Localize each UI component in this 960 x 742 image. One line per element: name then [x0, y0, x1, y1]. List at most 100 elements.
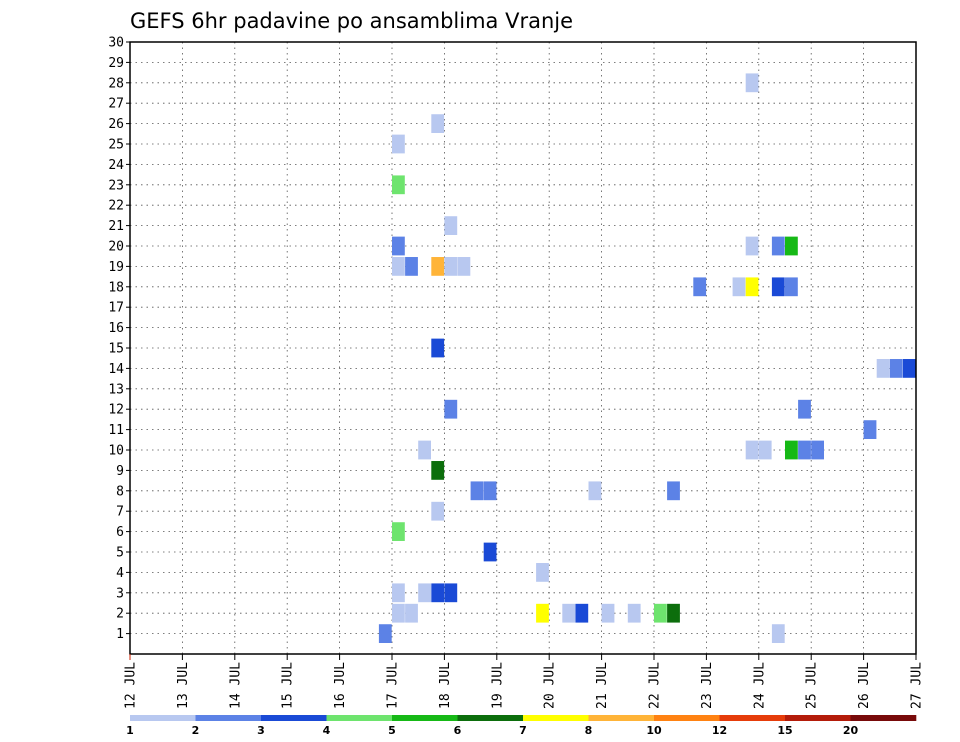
- precip-cell: [745, 440, 759, 460]
- x-tick-label: 15 JUL: [281, 662, 296, 709]
- precip-cell: [483, 542, 497, 562]
- precip-cell: [431, 461, 445, 480]
- x-axis-ticks: 12 JUL 13 JUL 14 JUL 15 JUL 16 JUL 17 JUL 18 J…: [124, 654, 925, 709]
- precip-cell: [588, 481, 602, 501]
- colorbar: 1 2 3 4 5 6 7 8 10 12 15 20: [126, 715, 917, 737]
- precip-cell: [902, 359, 916, 378]
- precip-cell: [863, 420, 877, 439]
- precip-cell: [811, 440, 824, 460]
- precip-cell: [601, 603, 615, 623]
- precip-cell: [771, 236, 785, 256]
- precip-cell: [431, 114, 445, 133]
- precip-cell: [785, 440, 798, 460]
- y-tick-label: 18: [108, 280, 124, 295]
- precip-cell: [444, 399, 458, 419]
- y-tick-label: 17: [108, 301, 124, 316]
- chart-title: GEFS 6hr padavine po ansamblima Vranje: [130, 9, 573, 33]
- precip-cell: [745, 277, 759, 297]
- x-tick-label: 14 JUL: [228, 662, 243, 709]
- y-tick-label: 26: [108, 117, 124, 132]
- y-tick-label: 25: [108, 138, 124, 153]
- y-tick-label: 27: [108, 97, 124, 112]
- y-tick-label: 10: [108, 444, 124, 459]
- precip-cell: [693, 277, 707, 297]
- y-tick-label: 2: [116, 607, 124, 622]
- colorbar-swatch: [261, 715, 327, 721]
- precipitation-cells: [378, 73, 916, 643]
- y-tick-label: 15: [108, 342, 124, 357]
- y-tick-label: 1: [116, 627, 124, 642]
- precip-cell: [444, 257, 458, 276]
- y-tick-label: 29: [108, 56, 124, 71]
- y-tick-label: 14: [108, 362, 124, 377]
- y-tick-label: 5: [116, 546, 124, 561]
- y-tick-label: 30: [108, 36, 124, 51]
- colorbar-swatch: [719, 715, 786, 721]
- colorbar-swatch: [326, 715, 393, 721]
- precip-cell: [771, 624, 785, 643]
- colorbar-label: 7: [519, 724, 527, 737]
- colorbar-label: 8: [585, 724, 593, 737]
- x-tick-label: 25 JUL: [805, 662, 820, 709]
- y-tick-label: 8: [116, 484, 124, 499]
- precip-cell: [536, 563, 549, 582]
- y-tick-label: 4: [116, 566, 124, 581]
- precip-cell: [444, 216, 458, 235]
- precip-cell: [392, 522, 405, 541]
- precip-cell: [667, 603, 680, 623]
- precip-cell: [470, 481, 484, 501]
- y-tick-label: 3: [116, 586, 124, 601]
- precip-cell: [798, 399, 811, 419]
- y-tick-label: 6: [116, 525, 124, 540]
- precip-cell: [405, 257, 418, 276]
- precip-cell: [418, 583, 431, 603]
- x-tick-label: 19 JUL: [490, 662, 505, 709]
- precip-cell: [392, 603, 405, 623]
- x-tick-label: 18 JUL: [438, 662, 453, 709]
- x-tick-label: 16 JUL: [333, 662, 348, 709]
- x-tick-label: 20 JUL: [543, 662, 558, 709]
- grid-lines: [130, 41, 917, 654]
- y-tick-label: 22: [108, 199, 124, 214]
- precip-cell: [378, 624, 392, 643]
- precip-cell: [392, 257, 405, 276]
- precip-cell: [575, 603, 589, 623]
- colorbar-label: 5: [388, 724, 396, 737]
- precip-cell: [758, 440, 772, 460]
- colorbar-label: 20: [843, 724, 859, 737]
- precip-cell: [732, 277, 746, 297]
- colorbar-label: 10: [646, 724, 662, 737]
- precip-cell: [745, 236, 759, 256]
- precip-cell: [431, 501, 445, 521]
- y-tick-label: 9: [116, 464, 124, 479]
- colorbar-swatch: [523, 715, 589, 721]
- x-tick-label: 22 JUL: [648, 662, 663, 709]
- x-tick-label: 21 JUL: [595, 662, 610, 709]
- y-tick-label: 20: [108, 240, 124, 255]
- precip-cell: [667, 481, 680, 501]
- colorbar-label: 12: [712, 724, 727, 737]
- y-tick-label: 23: [108, 178, 124, 193]
- colorbar-swatch: [195, 715, 262, 721]
- colorbar-swatch: [785, 715, 851, 721]
- y-tick-label: 12: [108, 403, 124, 418]
- y-tick-label: 19: [108, 260, 124, 275]
- precip-cell: [536, 603, 549, 623]
- precip-cell: [405, 603, 418, 623]
- precip-cell: [771, 277, 785, 297]
- colorbar-label: 3: [257, 724, 265, 737]
- y-tick-label: 21: [108, 219, 124, 234]
- plot-frame: [129, 41, 917, 655]
- precip-cell: [798, 440, 811, 460]
- precip-cell: [431, 583, 445, 603]
- precip-cell: [889, 359, 903, 378]
- precip-cell: [392, 583, 405, 603]
- colorbar-label: 4: [323, 724, 331, 737]
- precip-cell: [654, 603, 667, 623]
- y-tick-label: 16: [108, 321, 124, 336]
- colorbar-swatch: [392, 715, 458, 721]
- colorbar-swatch: [457, 715, 524, 721]
- precip-cell: [418, 440, 431, 460]
- precip-cell: [627, 603, 641, 623]
